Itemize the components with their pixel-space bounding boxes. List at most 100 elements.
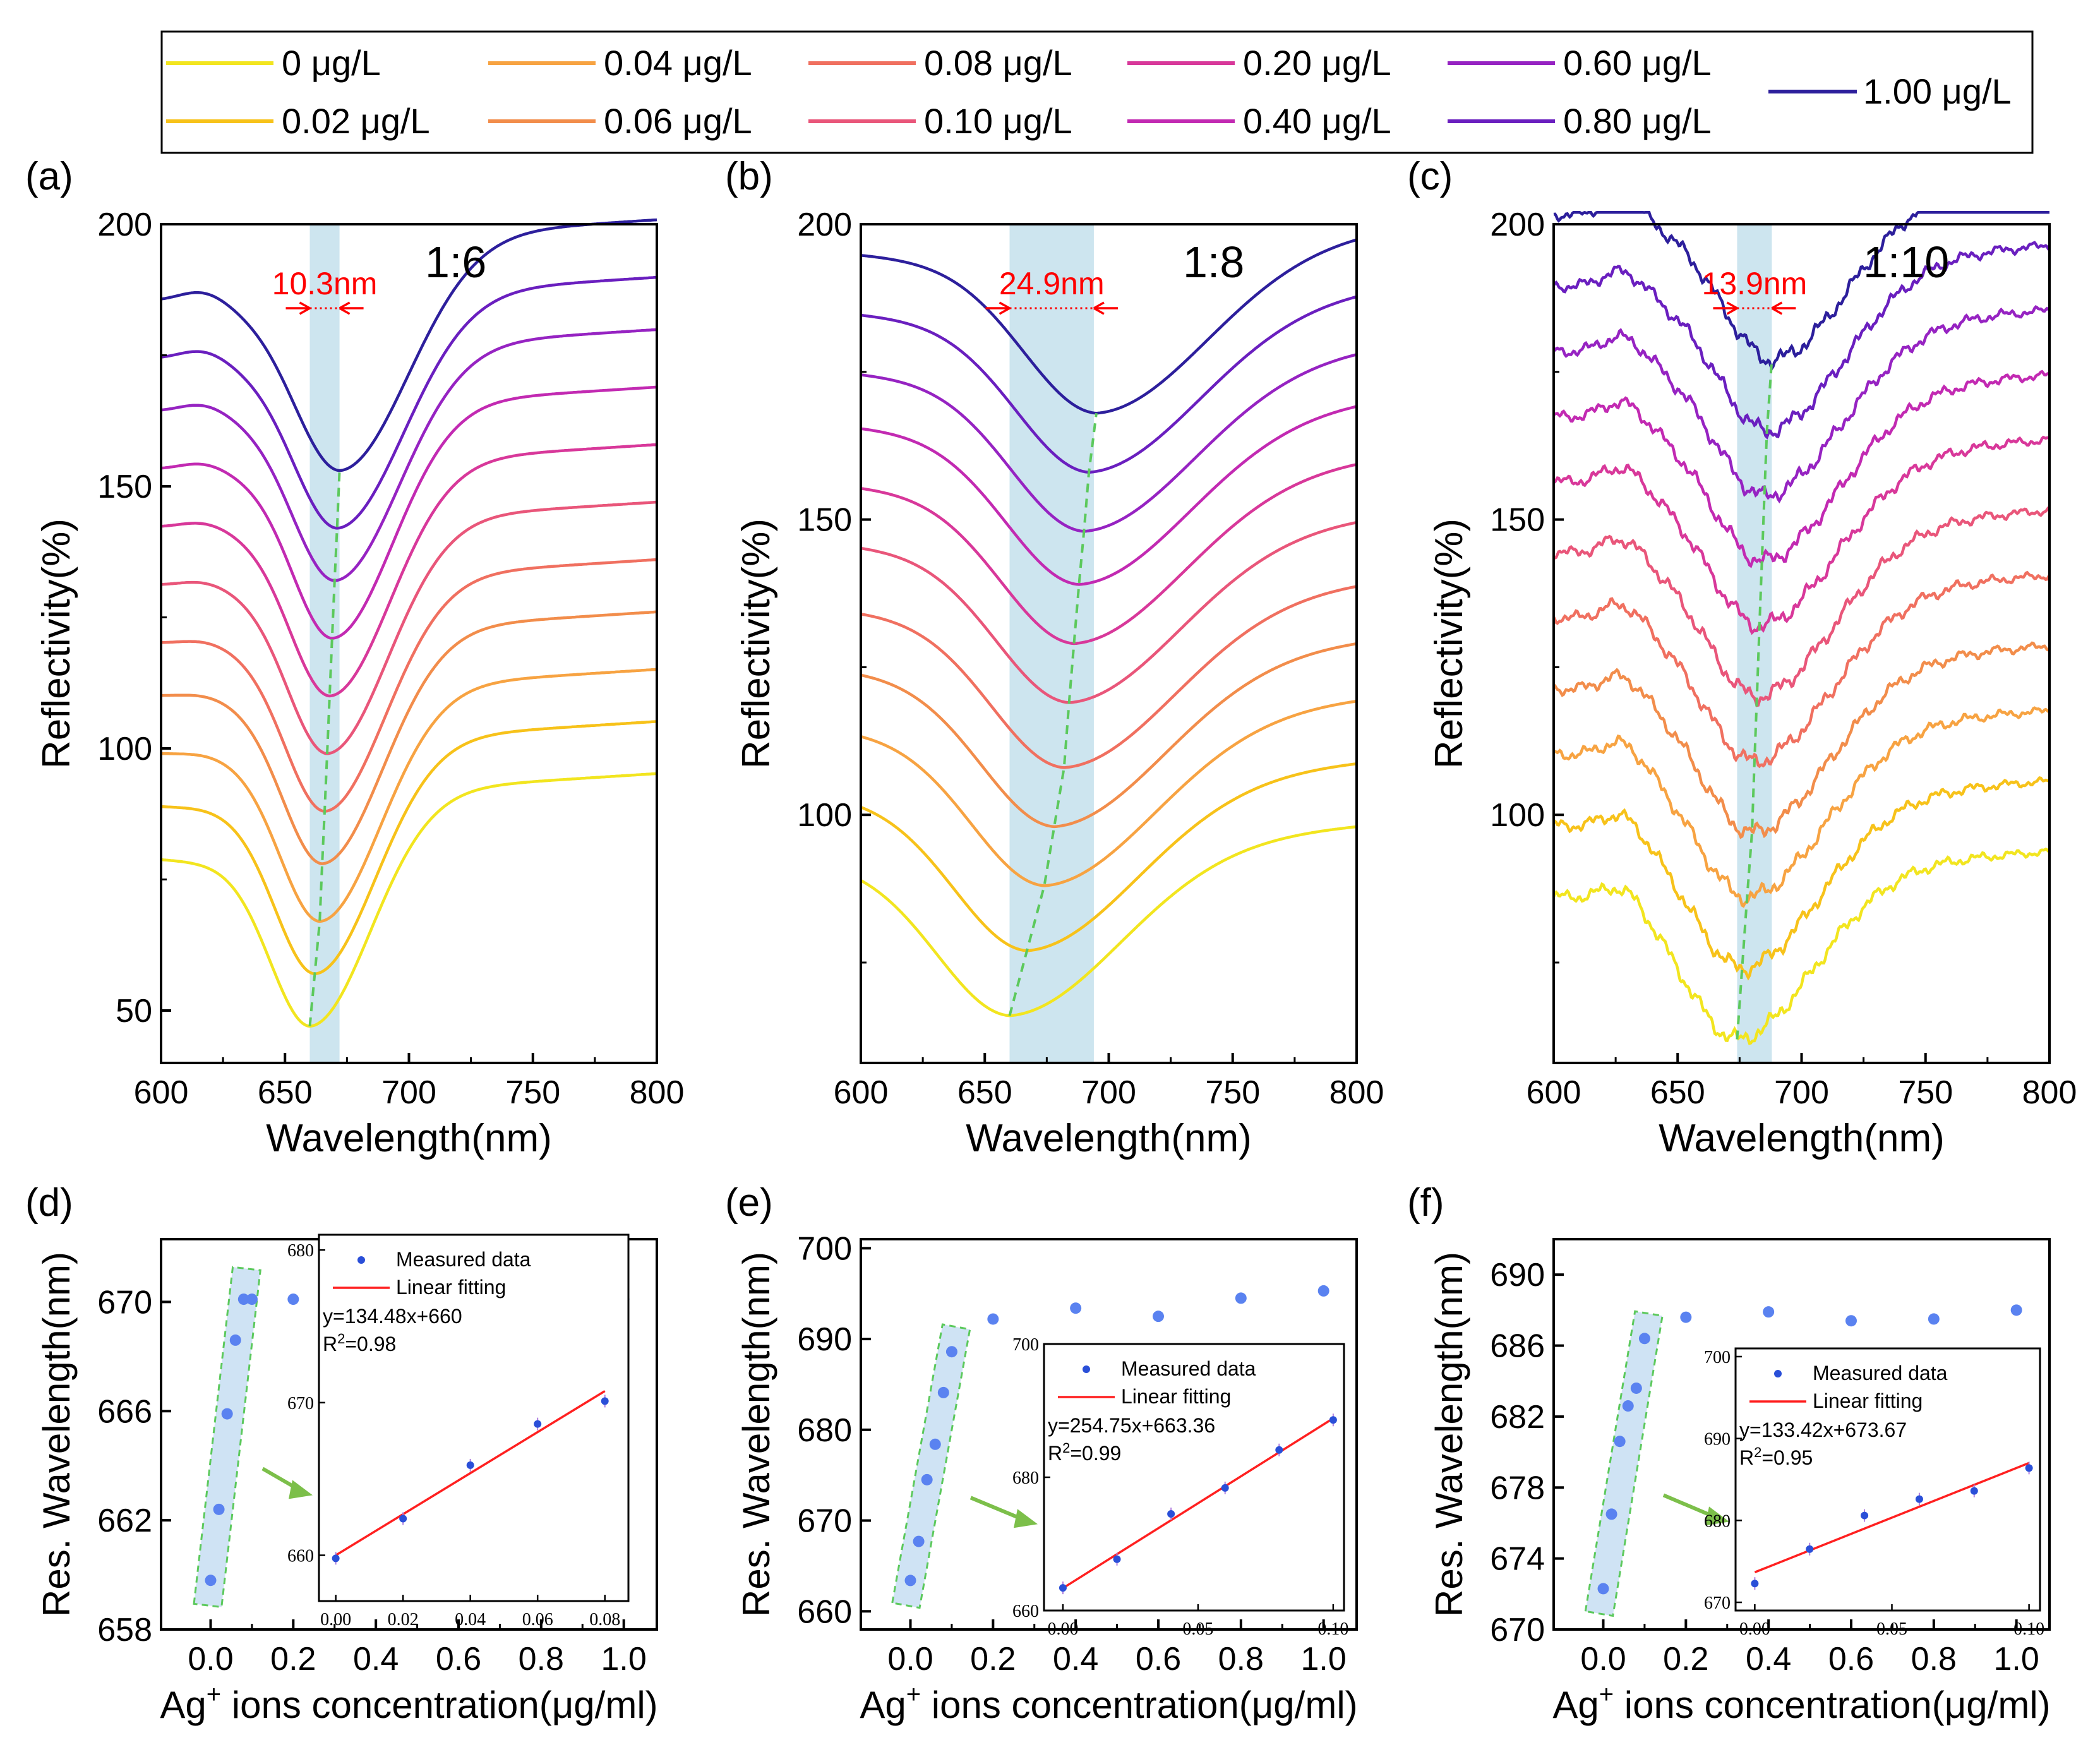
resonance-shift-band [309,224,340,1063]
y-tick-label: 690 [1490,1257,1545,1293]
inset-data-point [1329,1416,1337,1424]
y-tick-label: 150 [1490,502,1545,539]
spectrum-curve [1553,304,2051,504]
inset-plot: 0.00 0.05 0.10 660 680 700 Measured data Linear… [1012,1335,1348,1639]
x-tick-label: 1.0 [601,1641,647,1677]
y-tick-label: 100 [797,797,852,834]
spectrum-curve [160,772,657,1028]
spectrum-curve [160,500,657,755]
shift-annotation: 24.9nm [999,266,1105,301]
y-tick-label: 678 [1490,1470,1545,1506]
inset-legend-marker [1083,1365,1090,1373]
data-point [229,1334,241,1346]
x-tick-label: 650 [1650,1074,1705,1111]
data-point [1605,1508,1617,1520]
r-squared-sup: 2 [1754,1444,1761,1460]
data-point [1235,1292,1247,1304]
inset-x-tick-label: 0.06 [522,1610,553,1629]
inset-legend-marker [357,1256,365,1264]
x-axis-title: Wavelength(nm) [966,1117,1252,1160]
data-point [1638,1333,1650,1345]
x-axis-title: Ag+ ions concentration(μg/ml) [1552,1681,2050,1726]
inset-legend-label: Measured data [1813,1362,1948,1384]
x-tick-label: 600 [1527,1074,1581,1111]
x-axis-title: Ag+ ions concentration(μg/ml) [860,1681,1357,1726]
inset-x-tick-label: 0.00 [320,1610,351,1629]
y-tick-label: 658 [97,1612,152,1648]
r-squared-label: R [1048,1442,1062,1465]
y-tick-label: 50 [116,993,152,1029]
x-tick-label: 0.8 [1218,1641,1264,1677]
inset-data-point [601,1397,609,1405]
y-tick-label: 150 [97,469,152,505]
panel-letter: (b) [725,155,773,198]
data-point [929,1438,941,1450]
shift-annotation: 13.9nm [1702,266,1808,301]
linear-fit-line [1062,1417,1334,1590]
data-point [1597,1583,1609,1595]
y-tick-label: 666 [97,1393,152,1430]
data-point [937,1386,949,1398]
x-tick-label: 800 [2022,1074,2077,1111]
x-tick-label: 800 [630,1074,685,1111]
y-tick-label: 690 [797,1321,852,1358]
y-tick-label: 670 [1490,1612,1545,1648]
shift-arrowhead-right [1093,301,1105,315]
legend-label: 0.04 μg/L [604,43,752,83]
y-tick-label: 100 [1490,797,1545,834]
x-tick-label: 0.8 [1911,1641,1957,1677]
data-point [904,1575,916,1587]
shift-arrowhead-right [1771,301,1783,315]
fit-equation: y=254.75x+663.36 [1048,1414,1215,1437]
inset-data-point [1059,1584,1067,1592]
inset-data-point [466,1461,474,1469]
x-axis-title-sup: + [1599,1681,1614,1708]
fit-equation: y=133.42x+673.67 [1739,1419,1907,1441]
x-axis-title-sup: + [906,1681,921,1708]
y-tick-label: 660 [797,1593,852,1630]
spectrum-curve [860,520,1357,704]
r-squared-value: =0.98 [345,1333,396,1355]
spectrum-curve [860,295,1357,474]
y-tick-label: 150 [797,502,852,539]
minima-trend-line [1736,359,1773,1040]
y-tick-label: 200 [97,207,152,243]
spectrum-curve [860,699,1357,887]
y-axis-title: Reflectivity(%) [1427,519,1471,769]
data-point [1928,1313,1940,1325]
spectrum-curve [1552,506,2050,707]
shift-arrowhead-left [1726,301,1738,315]
plot-frame [860,1238,1358,1631]
spectrum-curve [160,385,657,640]
panel-letter: (e) [725,1181,773,1225]
inset-legend-label: Measured data [396,1248,531,1271]
y-tick-label: 680 [797,1412,852,1449]
panel-letter: (c) [1407,155,1453,198]
spectrum-curve [860,405,1357,586]
r-squared: R2=0.95 [1739,1444,1813,1469]
legend-label: 0.20 μg/L [1243,43,1391,83]
inset-data-point [332,1554,340,1563]
y-axis-title: Res. Wavelength(nm) [1428,1252,1470,1617]
x-tick-label: 0.2 [270,1641,316,1677]
inset-legend-marker [1774,1370,1782,1377]
x-tick-label: 750 [1898,1074,1953,1111]
data-point [1680,1311,1692,1323]
inset-data-point [1861,1511,1869,1520]
r-squared-value: =0.99 [1070,1442,1121,1465]
x-tick-label: 1.0 [1301,1641,1347,1677]
inset-frame [1734,1347,2041,1612]
inset-y-tick-label: 660 [1012,1602,1039,1621]
x-tick-label: 650 [957,1074,1012,1111]
inset-y-tick-label: 670 [287,1394,314,1413]
spectrum-panel: 10.3nm 1:6 600 650 700 750 800 50 100 150 200 Wavel… [25,155,684,1160]
resonance-shift-band [1737,224,1772,1063]
x-tick-label: 750 [1205,1074,1260,1111]
inset-data-point [1221,1484,1229,1492]
data-point [205,1575,217,1587]
x-tick-label: 1.0 [1994,1641,2039,1677]
x-tick-label: 600 [834,1074,889,1111]
plot-frame [1552,1238,2051,1631]
inset-data-point [1751,1580,1759,1588]
inset-legend-label: Linear fitting [396,1276,506,1299]
